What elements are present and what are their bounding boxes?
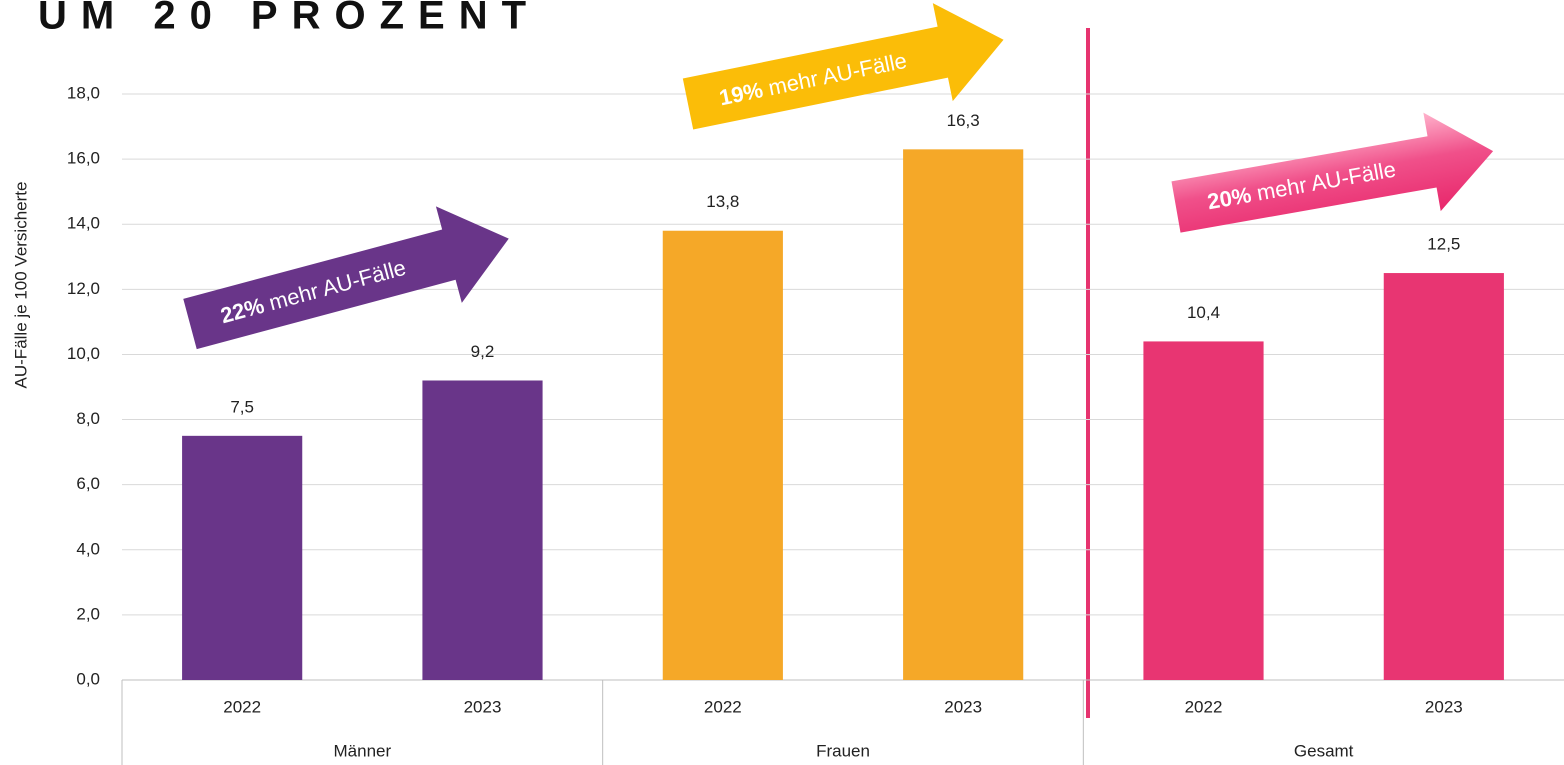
x-tick-label: 2023 [1425,697,1463,716]
group-label: Gesamt [1294,741,1354,760]
data-label: 16,3 [947,111,980,130]
y-tick-label: 12,0 [67,279,100,298]
x-tick-label: 2022 [704,697,742,716]
x-tick-label: 2023 [464,697,502,716]
arrow-shape [682,3,1004,130]
y-tick-label: 6,0 [76,474,100,493]
y-tick-label: 16,0 [67,149,100,168]
x-tick-label: 2022 [1185,697,1223,716]
annotation-arrow: 20% mehr AU-Fälle [1171,112,1494,233]
bar [1143,341,1264,680]
y-tick-label: 0,0 [76,669,100,688]
group-label: Frauen [816,741,870,760]
y-tick-label: 10,0 [67,344,100,363]
data-label: 10,4 [1187,303,1220,322]
y-tick-label: 4,0 [76,539,100,558]
bar [182,435,303,680]
data-label: 12,5 [1427,235,1460,254]
data-label: 13,8 [706,192,739,211]
x-tick-label: 2023 [944,697,982,716]
bar [662,230,783,680]
bar [422,380,543,680]
annotation-arrow: 19% mehr AU-Fälle [682,3,1004,130]
arrow-shape [1171,112,1494,233]
data-label: 9,2 [471,342,495,361]
x-tick-label: 2022 [223,697,261,716]
data-label: 7,5 [230,397,254,416]
y-tick-label: 8,0 [76,409,100,428]
y-tick-label: 18,0 [67,83,100,102]
bar [903,149,1024,680]
y-tick-label: 14,0 [67,214,100,233]
group-label: Männer [334,741,392,760]
y-axis-label: AU-Fälle je 100 Versicherte [11,182,30,389]
bar [1383,273,1504,680]
arrow-shape [183,206,509,350]
chart-title: UM 20 PROZENT [38,0,540,38]
y-tick-label: 2,0 [76,604,100,623]
